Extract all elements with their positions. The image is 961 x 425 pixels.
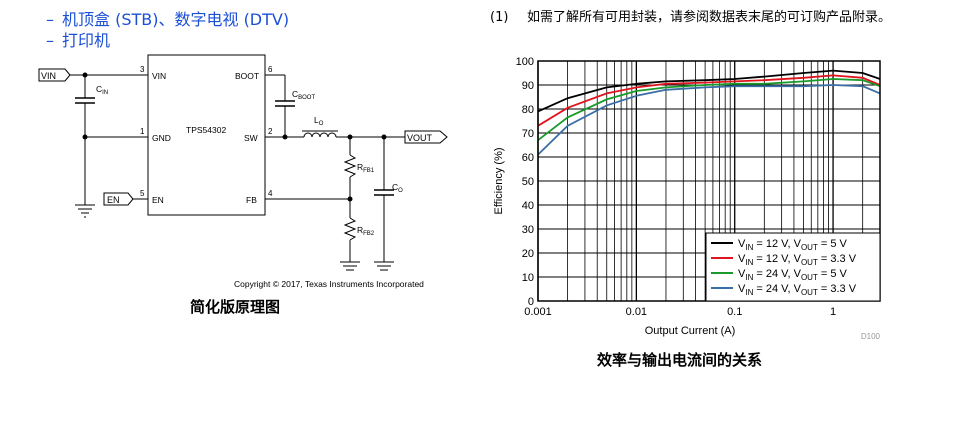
- x-axis-label: Output Current (A): [645, 325, 735, 337]
- pin-num-en: 5: [140, 189, 145, 198]
- series-line: [537, 78, 881, 141]
- en-port-shape: [103, 192, 134, 206]
- vin-port-shape: [38, 68, 71, 82]
- co-label: CO: [392, 182, 403, 194]
- chart-caption: 效率与输出电流间的关系: [597, 351, 763, 369]
- bullet-dash: –: [46, 10, 54, 29]
- pin-num-vin: 3: [140, 65, 145, 74]
- y-tick-label: 60: [522, 152, 534, 164]
- pin-fb: FB: [246, 195, 257, 205]
- x-tick-label: 0.1: [727, 306, 742, 318]
- pin-vin: VIN: [152, 71, 166, 81]
- x-tick-label: 0.01: [626, 306, 647, 318]
- pin-num-gnd: 1: [140, 127, 145, 136]
- efficiency-chart: 0 10 20 30 40 50 60 70 80 90 100 0.001 0.01 0.1 1 VIN…: [493, 56, 881, 341]
- y-axis-label: Efficiency (%): [493, 147, 505, 214]
- rfb2-label: RFB2: [357, 225, 375, 237]
- en-port-label: EN: [107, 195, 120, 205]
- pin-num-sw: 2: [268, 127, 273, 136]
- y-tick-label: 40: [522, 200, 534, 212]
- pin-num-boot: 6: [268, 65, 273, 74]
- chart-series: [537, 69, 881, 156]
- y-tick-label: 30: [522, 224, 534, 236]
- y-tick-label: 80: [522, 104, 534, 116]
- pin-sw: SW: [244, 133, 258, 143]
- legend-entry: VIN = 12 V, VOUT = 3.3 V: [738, 253, 857, 267]
- vout-port-label: VOUT: [407, 133, 433, 143]
- series-line: [537, 74, 881, 127]
- y-tick-label: 0: [528, 296, 534, 308]
- ic-name: TPS54302: [186, 125, 226, 135]
- bullet-item-printer: – 打印机: [46, 27, 110, 51]
- simplified-schematic: VIN EN VOUT TPS54302 VIN GND EN BOOT SW …: [38, 54, 448, 289]
- x-tick-label: 1: [830, 306, 836, 318]
- bullet-text: 打印机: [62, 31, 111, 50]
- series-line: [537, 69, 881, 113]
- pin-num-fb: 4: [268, 189, 273, 198]
- x-tick-labels: 0.001 0.01 0.1 1: [524, 306, 836, 318]
- vout-port-shape: [404, 130, 448, 144]
- series-line: [537, 84, 881, 156]
- pin-gnd: GND: [152, 133, 171, 143]
- legend-entry: VIN = 24 V, VOUT = 5 V: [738, 268, 848, 282]
- y-tick-label: 70: [522, 128, 534, 140]
- y-tick-label: 90: [522, 80, 534, 92]
- rfb1-label: RFB1: [357, 162, 375, 174]
- bullet-dash: –: [46, 31, 54, 50]
- copyright-text: Copyright © 2017, Texas Instruments Inco…: [234, 279, 424, 289]
- y-tick-label: 100: [516, 56, 534, 68]
- vin-port-label: VIN: [41, 71, 56, 81]
- footnote-number: (1): [490, 10, 509, 25]
- schematic-caption: 简化版原理图: [190, 298, 281, 316]
- pin-boot: BOOT: [235, 71, 259, 81]
- cin-label: CIN: [96, 84, 108, 96]
- y-tick-label: 20: [522, 248, 534, 260]
- bullet-text: 机顶盒 (STB)、数字电视 (DTV): [62, 10, 290, 29]
- legend-box: [705, 232, 881, 302]
- ic-body: [147, 54, 266, 216]
- bullet-item-stb: – 机顶盒 (STB)、数字电视 (DTV): [46, 6, 289, 30]
- legend-entry: VIN = 24 V, VOUT = 3.3 V: [738, 283, 857, 297]
- y-tick-labels: 0 10 20 30 40 50 60 70 80 90 100: [516, 56, 534, 308]
- figure-id: D100: [861, 332, 881, 341]
- pin-en: EN: [152, 195, 164, 205]
- y-tick-label: 50: [522, 176, 534, 188]
- x-tick-label: 0.001: [524, 306, 552, 318]
- y-tick-label: 10: [522, 272, 534, 284]
- legend-entry: VIN = 12 V, VOUT = 5 V: [738, 238, 848, 252]
- cboot-label: CBOOT: [292, 89, 315, 101]
- footnote-text: 如需了解所有可用封装，请参阅数据表末尾的可订购产品附录。: [527, 10, 892, 25]
- lo-label: LO: [314, 115, 324, 127]
